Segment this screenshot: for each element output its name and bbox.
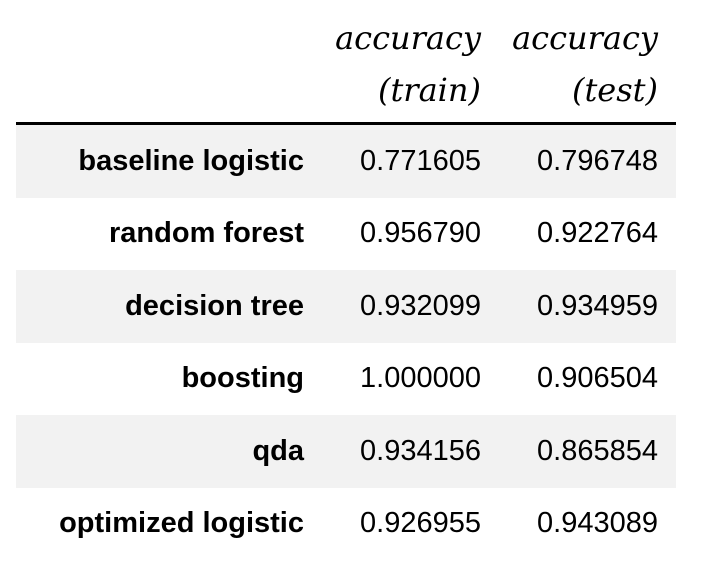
column-header-line2: (train): [377, 71, 481, 109]
row-label: baseline logistic: [78, 144, 304, 177]
row-label: random forest: [109, 217, 304, 250]
table-row: boosting 1.000000 0.906504: [16, 343, 676, 416]
column-header-line1: accuracy: [512, 19, 658, 57]
cell-test-accuracy: 0.796748: [537, 144, 658, 177]
cell-test-accuracy: 0.934959: [537, 289, 658, 322]
row-label: qda: [252, 434, 304, 467]
cell-train-accuracy: 0.771605: [360, 144, 481, 177]
table-row: optimized logistic 0.926955 0.943089: [16, 488, 676, 561]
row-label: optimized logistic: [59, 507, 304, 540]
column-header-line2: (test): [571, 71, 658, 109]
table-row: baseline logistic 0.771605 0.796748: [16, 125, 676, 198]
cell-test-accuracy: 0.922764: [537, 217, 658, 250]
row-label: boosting: [181, 362, 304, 395]
cell-train-accuracy: 0.926955: [360, 507, 481, 540]
cell-train-accuracy: 0.956790: [360, 217, 481, 250]
cell-test-accuracy: 0.943089: [537, 507, 658, 540]
cell-train-accuracy: 1.000000: [360, 362, 481, 395]
table-row: decision tree 0.932099 0.934959: [16, 270, 676, 343]
table-row: qda 0.934156 0.865854: [16, 415, 676, 488]
header-rule: [16, 122, 676, 125]
cell-train-accuracy: 0.932099: [360, 289, 481, 322]
table-header: accuracy (train) accuracy (test): [16, 0, 676, 122]
cell-test-accuracy: 0.906504: [537, 362, 658, 395]
table-row: random forest 0.956790 0.922764: [16, 198, 676, 271]
row-label: decision tree: [125, 289, 304, 322]
cell-test-accuracy: 0.865854: [537, 434, 658, 467]
results-table: accuracy (train) accuracy (test) baselin…: [16, 0, 676, 560]
column-header-accuracy-test: accuracy (test): [512, 12, 658, 116]
column-header-line1: accuracy: [335, 19, 481, 57]
cell-train-accuracy: 0.934156: [360, 434, 481, 467]
column-header-accuracy-train: accuracy (train): [335, 12, 481, 116]
